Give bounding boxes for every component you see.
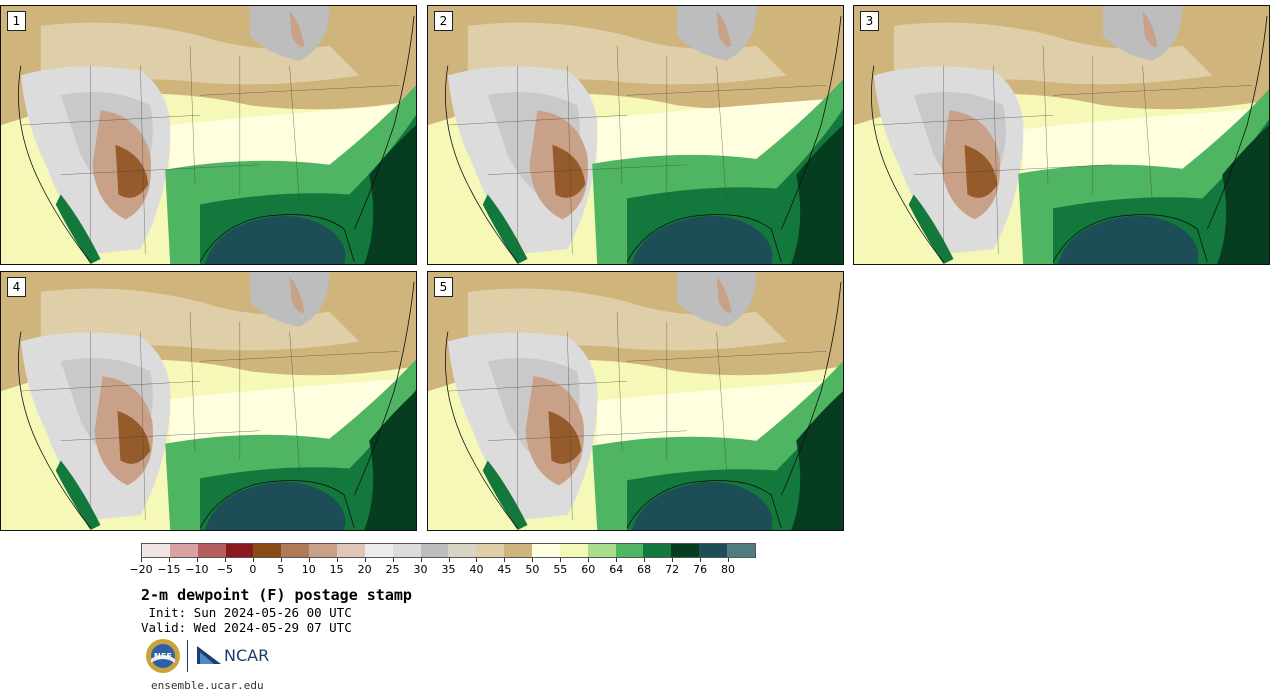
colorbar-swatch — [142, 544, 170, 557]
chart-title: 2-m dewpoint (F) postage stamp — [141, 586, 412, 604]
logo-divider — [187, 640, 188, 672]
nsf-logo-text: NSF — [154, 652, 172, 661]
dewpoint-map — [1, 272, 416, 530]
colorbar-tick-label: 5 — [277, 563, 285, 576]
colorbar-tick — [420, 558, 422, 562]
member-number-label: 5 — [434, 277, 453, 297]
init-time: Init: Sun 2024-05-26 00 UTC — [141, 605, 352, 620]
colorbar-swatch — [559, 544, 588, 557]
nsf-logo-icon: NSF — [146, 639, 180, 673]
colorbar-tick — [308, 558, 310, 562]
colorbar-tick-label: −10 — [185, 563, 209, 576]
colorbar-tick-label: 35 — [441, 563, 456, 576]
colorbar-tick — [644, 558, 646, 562]
colorbar-swatch — [699, 544, 728, 557]
colorbar-tick-label: 72 — [665, 563, 680, 576]
colorbar-swatch — [169, 544, 198, 557]
colorbar-tick — [141, 558, 142, 562]
colorbar-tick-label: −20 — [129, 563, 153, 576]
ensemble-member-map: 3 — [853, 5, 1270, 265]
colorbar-swatch — [727, 544, 755, 557]
colorbar-tick — [700, 558, 702, 562]
colorbar-swatch — [337, 544, 365, 557]
colorbar-swatch — [309, 544, 338, 557]
member-number-label: 2 — [434, 11, 453, 31]
ensemble-member-map: 4 — [0, 271, 417, 531]
colorbar-tick — [196, 558, 198, 562]
colorbar-tick — [476, 558, 478, 562]
colorbar-tick-label: 80 — [721, 563, 736, 576]
colorbar-swatch — [476, 544, 505, 557]
colorbar-swatch — [643, 544, 672, 557]
colorbar-swatch — [504, 544, 533, 557]
colorbar-tick — [252, 558, 254, 562]
member-number-label: 3 — [860, 11, 879, 31]
member-number-label: 4 — [7, 277, 26, 297]
colorbar-swatch — [197, 544, 226, 557]
site-url: ensemble.ucar.edu — [151, 679, 264, 692]
colorbar-tick-label: 25 — [385, 563, 400, 576]
colorbar-tick-label: 55 — [553, 563, 568, 576]
colorbar-ticks: −20 −15 −10 −5 0 5 10 15 20 25 30 35 40 45 50 55 60 64 68 7… — [129, 558, 756, 580]
colorbar-tick-label: −5 — [216, 563, 233, 576]
dewpoint-colorbar — [141, 543, 756, 558]
colorbar-swatch — [671, 544, 700, 557]
member-number-label: 1 — [7, 11, 26, 31]
colorbar-tick — [224, 558, 226, 562]
colorbar-tick — [588, 558, 590, 562]
dewpoint-map — [1, 6, 416, 264]
ensemble-member-map: 5 — [427, 271, 844, 531]
colorbar-tick-label: 20 — [357, 563, 372, 576]
colorbar-tick-label: 0 — [249, 563, 257, 576]
colorbar-swatch — [448, 544, 477, 557]
colorbar-swatch — [253, 544, 282, 557]
ncar-mark-icon — [197, 646, 221, 664]
colorbar-tick-label: 45 — [497, 563, 512, 576]
colorbar-swatch — [225, 544, 254, 557]
colorbar-tick-label: 40 — [469, 563, 484, 576]
colorbar-tick — [672, 558, 674, 562]
colorbar-tick — [616, 558, 618, 562]
colorbar-tick-label: 64 — [609, 563, 624, 576]
colorbar-tick — [280, 558, 282, 562]
dewpoint-map — [428, 272, 843, 530]
dewpoint-map — [428, 6, 843, 264]
colorbar-swatch — [281, 544, 310, 557]
colorbar-tick — [728, 558, 730, 562]
colorbar-tick — [532, 558, 534, 562]
colorbar-tick-label: 15 — [329, 563, 344, 576]
ensemble-member-map: 2 — [427, 5, 844, 265]
colorbar-tick — [336, 558, 338, 562]
ncar-logo: NCAR — [196, 644, 269, 666]
colorbar-tick-label: 68 — [637, 563, 652, 576]
ncar-logo-text: NCAR — [224, 645, 270, 665]
colorbar-swatch — [532, 544, 560, 557]
colorbar-swatch — [615, 544, 644, 557]
dewpoint-map — [854, 6, 1269, 264]
colorbar-tick-label: 30 — [413, 563, 428, 576]
colorbar-tick — [560, 558, 562, 562]
colorbar-swatch — [364, 544, 393, 557]
colorbar-tick — [504, 558, 506, 562]
colorbar-tick-label: −15 — [157, 563, 181, 576]
colorbar-tick-label: 76 — [693, 563, 708, 576]
colorbar-tick — [364, 558, 366, 562]
colorbar-swatch — [587, 544, 616, 557]
colorbar-swatch — [420, 544, 449, 557]
colorbar-swatch — [392, 544, 421, 557]
colorbar-tick — [168, 558, 170, 562]
colorbar-tick-label: 60 — [581, 563, 596, 576]
colorbar-tick-label: 50 — [525, 563, 540, 576]
colorbar-tick-label: 10 — [301, 563, 316, 576]
colorbar-tick — [448, 558, 450, 562]
ensemble-member-map: 1 — [0, 5, 417, 265]
colorbar-tick — [392, 558, 394, 562]
valid-time: Valid: Wed 2024-05-29 07 UTC — [141, 620, 352, 635]
